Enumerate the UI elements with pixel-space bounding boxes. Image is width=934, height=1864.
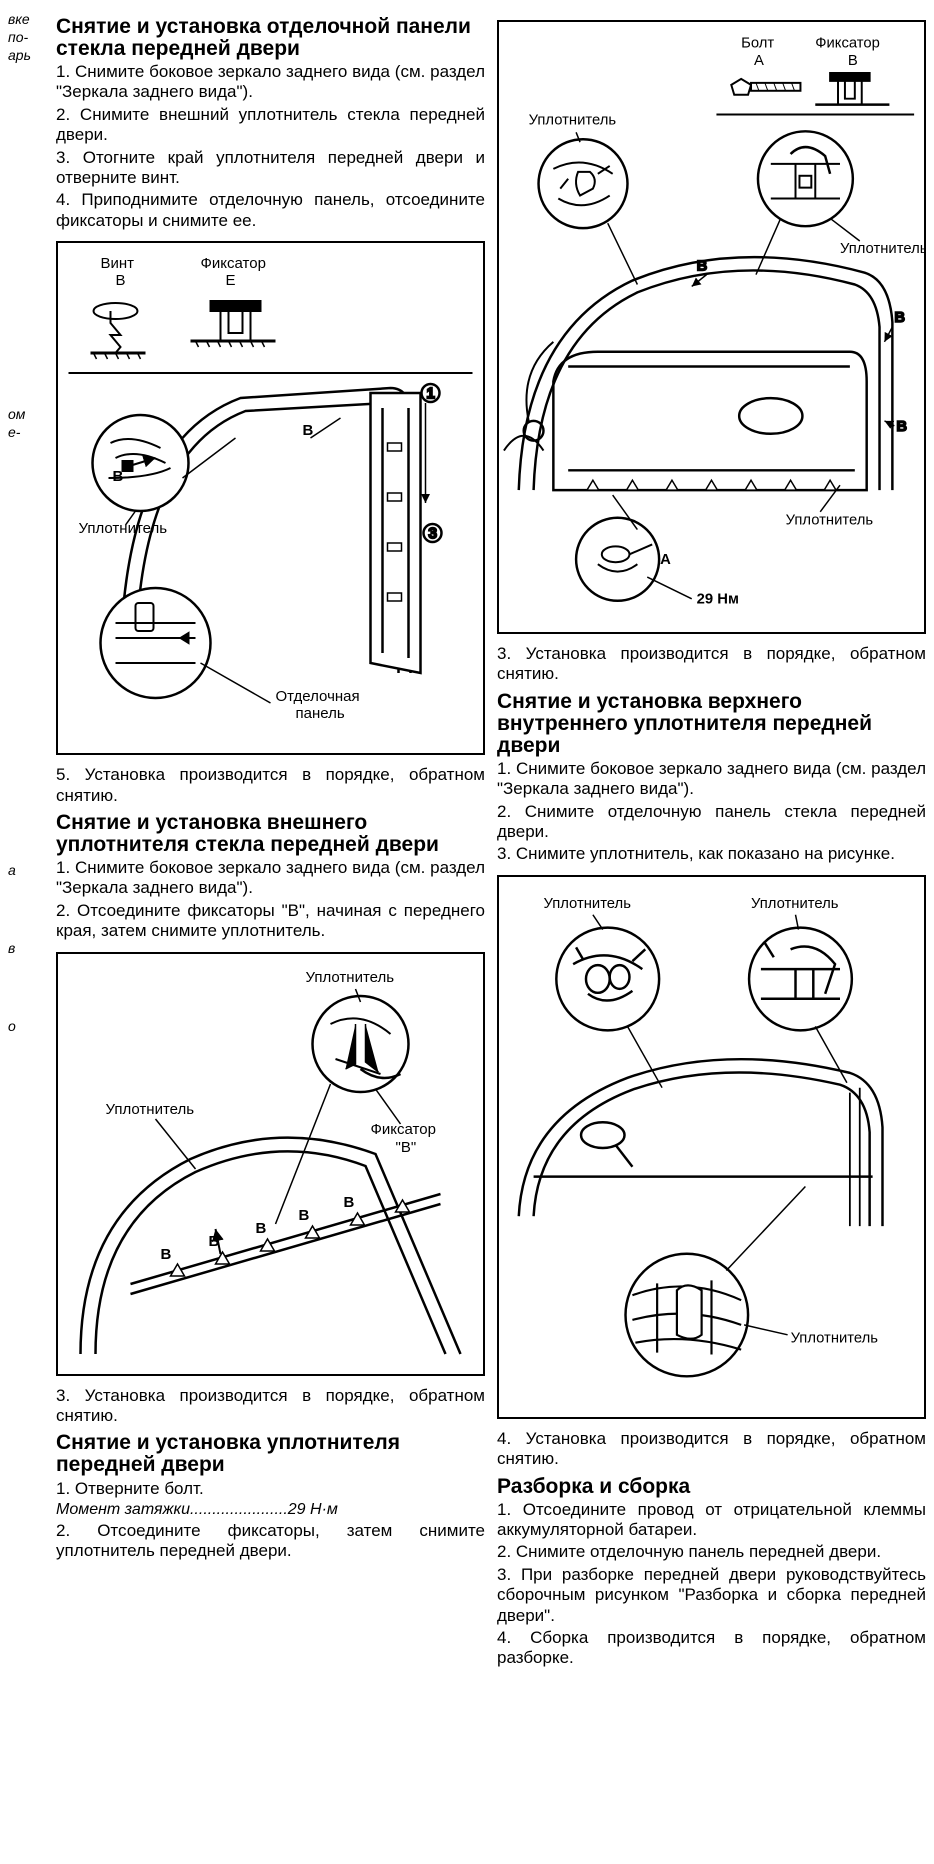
svg-text:B: B (256, 1220, 267, 1237)
step: 1. Снимите боковое зеркало заднего вида … (56, 62, 485, 103)
clip-icon (815, 73, 889, 105)
seal-label3: Уплотнитель (791, 1331, 879, 1347)
label-clip: Фиксатор (201, 255, 266, 272)
frag: о (8, 1017, 44, 1035)
step: 5. Установка производится в порядке, обр… (56, 765, 485, 806)
seal-label: Уплотнитель (79, 520, 168, 537)
label-clip-e: E (226, 272, 236, 289)
svg-text:1: 1 (427, 385, 435, 402)
clip-label: Фиксатор (371, 1121, 436, 1138)
step: 1. Снимите боковое зеркало заднего ви­да… (497, 759, 926, 800)
svg-text:3: 3 (429, 525, 437, 542)
bolt-icon (731, 79, 800, 95)
frag: оме- (8, 405, 44, 441)
side-cut-fragments: вкепо-арь оме- а в о (8, 10, 44, 1671)
door-drawing (504, 257, 892, 490)
step: 3. При разборке передней двери руко­водс… (497, 1565, 926, 1626)
step: 3. Установка производится в порядке, обр… (56, 1386, 485, 1427)
svg-text:B: B (299, 1207, 310, 1224)
seal-label2: Уплотнитель (751, 896, 839, 912)
clip-label: Фиксатор (815, 35, 880, 51)
step: 3. Отогните край уплотнителя передней дв… (56, 148, 485, 189)
step: 3. Снимите уплотнитель, как показано на … (497, 844, 926, 864)
step: 4. Установка производится в порядке, обр… (497, 1429, 926, 1470)
torque-29: 29 Нм (697, 592, 739, 608)
sec3-title: Снятие и установка уплотни­теля передней… (56, 1432, 485, 1476)
seal-label1: Уплотнитель (543, 896, 631, 912)
fig-trim-panel: Винт B Фиксатор E (56, 241, 485, 755)
seal-label: Уплотнитель (529, 112, 617, 128)
frag: в (8, 939, 44, 957)
svg-text:B: B (344, 1194, 355, 1211)
label-screw: Винт (101, 255, 135, 272)
b-label: B (113, 468, 124, 485)
fig-upper-inner-seal: Уплотнитель Уплотнитель (497, 875, 926, 1419)
panel-label: Отделочная (276, 688, 360, 705)
seal-label3: Уплотнитель (786, 513, 874, 529)
svg-text:B: B (848, 53, 858, 69)
frag: а (8, 861, 44, 879)
svg-text:A: A (660, 552, 671, 568)
step: 3. Установка производится в порядке, обр… (497, 644, 926, 685)
screw-icon (91, 303, 146, 359)
step: 2. Снимите отделочную панель пе­редней д… (497, 1542, 926, 1562)
step: 2. Снимите внешний уплотнитель стек­ла п… (56, 105, 485, 146)
step: 2. Отсоедините фиксаторы "В", начиная с … (56, 901, 485, 942)
frag: вкепо-арь (8, 10, 44, 65)
step: 1. Отверните болт. (56, 1479, 485, 1499)
svg-text:B: B (894, 310, 905, 326)
seal-label2: Уплотнитель (106, 1101, 195, 1118)
step: 1. Отсоедините провод от отрицатель­ной … (497, 1500, 926, 1541)
fig-outer-weatherstrip: Уплотнитель Фиксатор "B" Уплотнитель (56, 952, 485, 1376)
right-column: Болт A Фиксатор B Уплотнитель (497, 10, 926, 1671)
seal-label2: Уплотнитель (840, 241, 924, 257)
svg-text:B: B (161, 1246, 172, 1263)
sec-r2-title: Снятие и установка верхнего внутреннего … (497, 691, 926, 757)
sec1-title: Снятие и установка отделоч­ной панели ст… (56, 16, 485, 60)
clip-label-b: "B" (396, 1139, 417, 1156)
fig-door-seal: Болт A Фиксатор B Уплотнитель (497, 20, 926, 634)
svg-text:B: B (896, 419, 907, 435)
svg-text:A: A (754, 53, 764, 69)
callout-panel-lower (101, 588, 211, 698)
clip-icon (191, 301, 276, 347)
page: вкепо-арь оме- а в о Снятие и установка … (0, 0, 934, 1681)
sec-r3-title: Разборка и сборка (497, 1476, 926, 1498)
sec2-title: Снятие и установка внешнего уплотнителя … (56, 812, 485, 856)
seal-label: Уплотнитель (306, 969, 395, 986)
left-column: Снятие и установка отделоч­ной панели ст… (56, 10, 485, 1671)
step: 2. Отсоедините фиксаторы, затем снимите … (56, 1521, 485, 1562)
step: 4. Сборка производится в порядке, обратн… (497, 1628, 926, 1669)
door-side (519, 1059, 883, 1226)
label-screw-b: B (116, 272, 126, 289)
panel-label2: панель (296, 705, 345, 722)
bolt-label: Болт (741, 35, 774, 51)
svg-text:B: B (697, 259, 708, 275)
step: 1. Снимите боковое зеркало заднего вида … (56, 858, 485, 899)
torque-spec: Момент затяжки......................29 Н… (56, 1501, 485, 1519)
step: 4. Приподнимите отделочную панель, отсое… (56, 190, 485, 231)
step: 2. Снимите отделочную панель стекла пере… (497, 802, 926, 843)
